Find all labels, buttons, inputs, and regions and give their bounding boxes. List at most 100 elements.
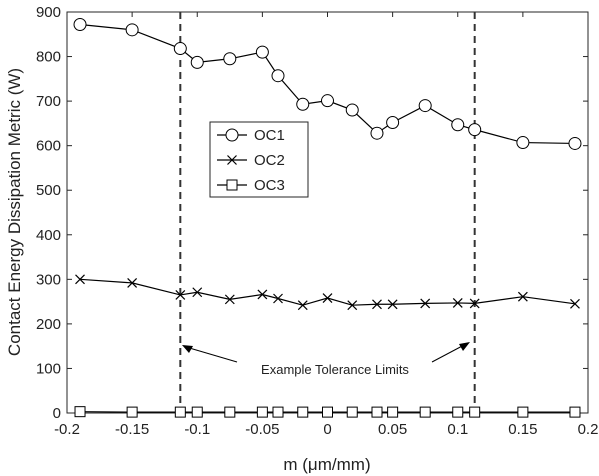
legend-marker-oc3 [226, 179, 238, 191]
annotation: Example Tolerance Limits [182, 342, 470, 377]
legend-marker-oc2 [227, 155, 237, 165]
data-point-oc2 [175, 290, 186, 300]
legend-label-oc2: OC2 [254, 152, 285, 169]
data-point-oc1 [370, 126, 384, 140]
y-tick-label: 100 [36, 360, 61, 377]
data-point-oc3 [256, 406, 268, 418]
x-tick-label: 0.05 [378, 421, 407, 438]
annotation-text: Example Tolerance Limits [261, 362, 409, 377]
x-tick-label: 0 [323, 421, 331, 438]
series-layer [73, 17, 582, 418]
data-point-oc2 [420, 298, 431, 309]
data-point-oc2 [297, 300, 308, 311]
data-point-oc2 [273, 293, 283, 304]
y-tick-label: 600 [36, 138, 61, 155]
data-point-oc2 [75, 274, 85, 285]
y-tick-label: 900 [36, 4, 61, 21]
data-point-oc1 [345, 103, 359, 117]
data-point-oc3 [74, 406, 86, 418]
series-oc2 [75, 274, 580, 311]
x-tick-label: 0.1 [447, 421, 468, 438]
annotation-arrowhead-left [182, 345, 193, 353]
x-marker-stroke [227, 155, 237, 165]
data-point-oc3 [387, 406, 399, 418]
x-marker-stroke [127, 277, 138, 288]
data-point-oc1 [223, 52, 237, 66]
x-marker-stroke [469, 298, 480, 309]
data-point-oc2 [452, 298, 463, 308]
annotation-arrow-right [431, 343, 467, 363]
x-marker-stroke [387, 299, 398, 310]
y-tick-label: 400 [36, 227, 61, 244]
y-tick-label: 500 [36, 182, 61, 199]
legend-label-oc1: OC1 [254, 127, 285, 144]
series-oc1 [73, 17, 582, 150]
data-point-oc3 [272, 406, 284, 418]
data-point-oc1 [468, 123, 482, 137]
data-point-oc3 [517, 406, 529, 418]
data-point-oc2 [517, 291, 528, 302]
data-point-oc2 [322, 293, 333, 303]
data-point-oc1 [125, 23, 139, 37]
x-axis-label: m (μm/mm) [283, 455, 370, 474]
y-tick-label: 300 [36, 271, 61, 288]
data-point-oc2 [192, 287, 203, 298]
data-point-oc3 [191, 406, 203, 418]
data-point-oc3 [419, 406, 431, 418]
data-point-oc1 [321, 94, 334, 108]
data-point-oc2 [570, 298, 580, 309]
x-tick-label: 0.15 [508, 421, 537, 438]
data-point-oc2 [372, 299, 382, 310]
data-point-oc1 [451, 118, 465, 132]
data-point-oc1 [255, 45, 269, 59]
x-marker-stroke [257, 289, 268, 300]
x-marker-stroke [273, 293, 283, 304]
x-marker-stroke [420, 298, 431, 309]
tolerance-lines [179, 12, 476, 413]
x-tick-label: -0.1 [184, 421, 210, 438]
x-marker-stroke [570, 298, 580, 309]
legend: OC1 OC2 OC3 [209, 121, 309, 198]
data-point-oc2 [127, 277, 138, 288]
data-point-oc2 [224, 294, 235, 305]
data-point-oc2 [347, 300, 358, 311]
y-tick-label: 0 [53, 405, 61, 422]
data-point-oc3 [569, 406, 581, 418]
data-point-oc1 [568, 136, 582, 150]
y-tick-label: 700 [36, 93, 61, 110]
x-tick-label: -0.2 [54, 421, 80, 438]
data-point-oc3 [346, 406, 358, 418]
data-point-oc1 [190, 55, 204, 69]
data-point-oc1 [173, 42, 187, 56]
data-point-oc1 [271, 69, 285, 83]
data-point-oc1 [418, 99, 432, 113]
data-point-oc1 [386, 115, 400, 129]
x-marker-stroke [322, 293, 333, 303]
data-point-oc3 [371, 406, 383, 418]
x-marker-stroke [347, 300, 358, 311]
data-point-oc3 [224, 406, 236, 418]
y-axis-label: Contact Energy Dissipation Metric (W) [5, 68, 24, 356]
annotation-arrow-left [185, 346, 238, 363]
x-marker-stroke [372, 299, 382, 310]
legend-label-oc3: OC3 [254, 177, 285, 194]
data-point-oc2 [257, 289, 268, 300]
data-point-oc3 [469, 406, 481, 418]
legend-entry-oc2: OC2 [217, 152, 285, 169]
annotation-arrowhead-right [459, 342, 470, 351]
x-marker-stroke [175, 290, 186, 300]
x-marker-stroke [452, 298, 463, 308]
y-axis: 0 100 200 300 400 500 600 700 800 900 [36, 4, 588, 422]
x-marker-stroke [297, 300, 308, 311]
legend-entry-oc1: OC1 [217, 127, 285, 144]
legend-marker-oc1 [225, 128, 239, 142]
data-point-oc2 [387, 299, 398, 310]
data-point-oc3 [297, 406, 309, 418]
y-tick-label: 800 [36, 49, 61, 66]
x-tick-label: -0.05 [245, 421, 279, 438]
data-point-oc3 [126, 406, 138, 418]
data-point-oc1 [73, 17, 87, 31]
data-point-oc3 [322, 406, 333, 418]
x-marker-stroke [517, 291, 528, 302]
